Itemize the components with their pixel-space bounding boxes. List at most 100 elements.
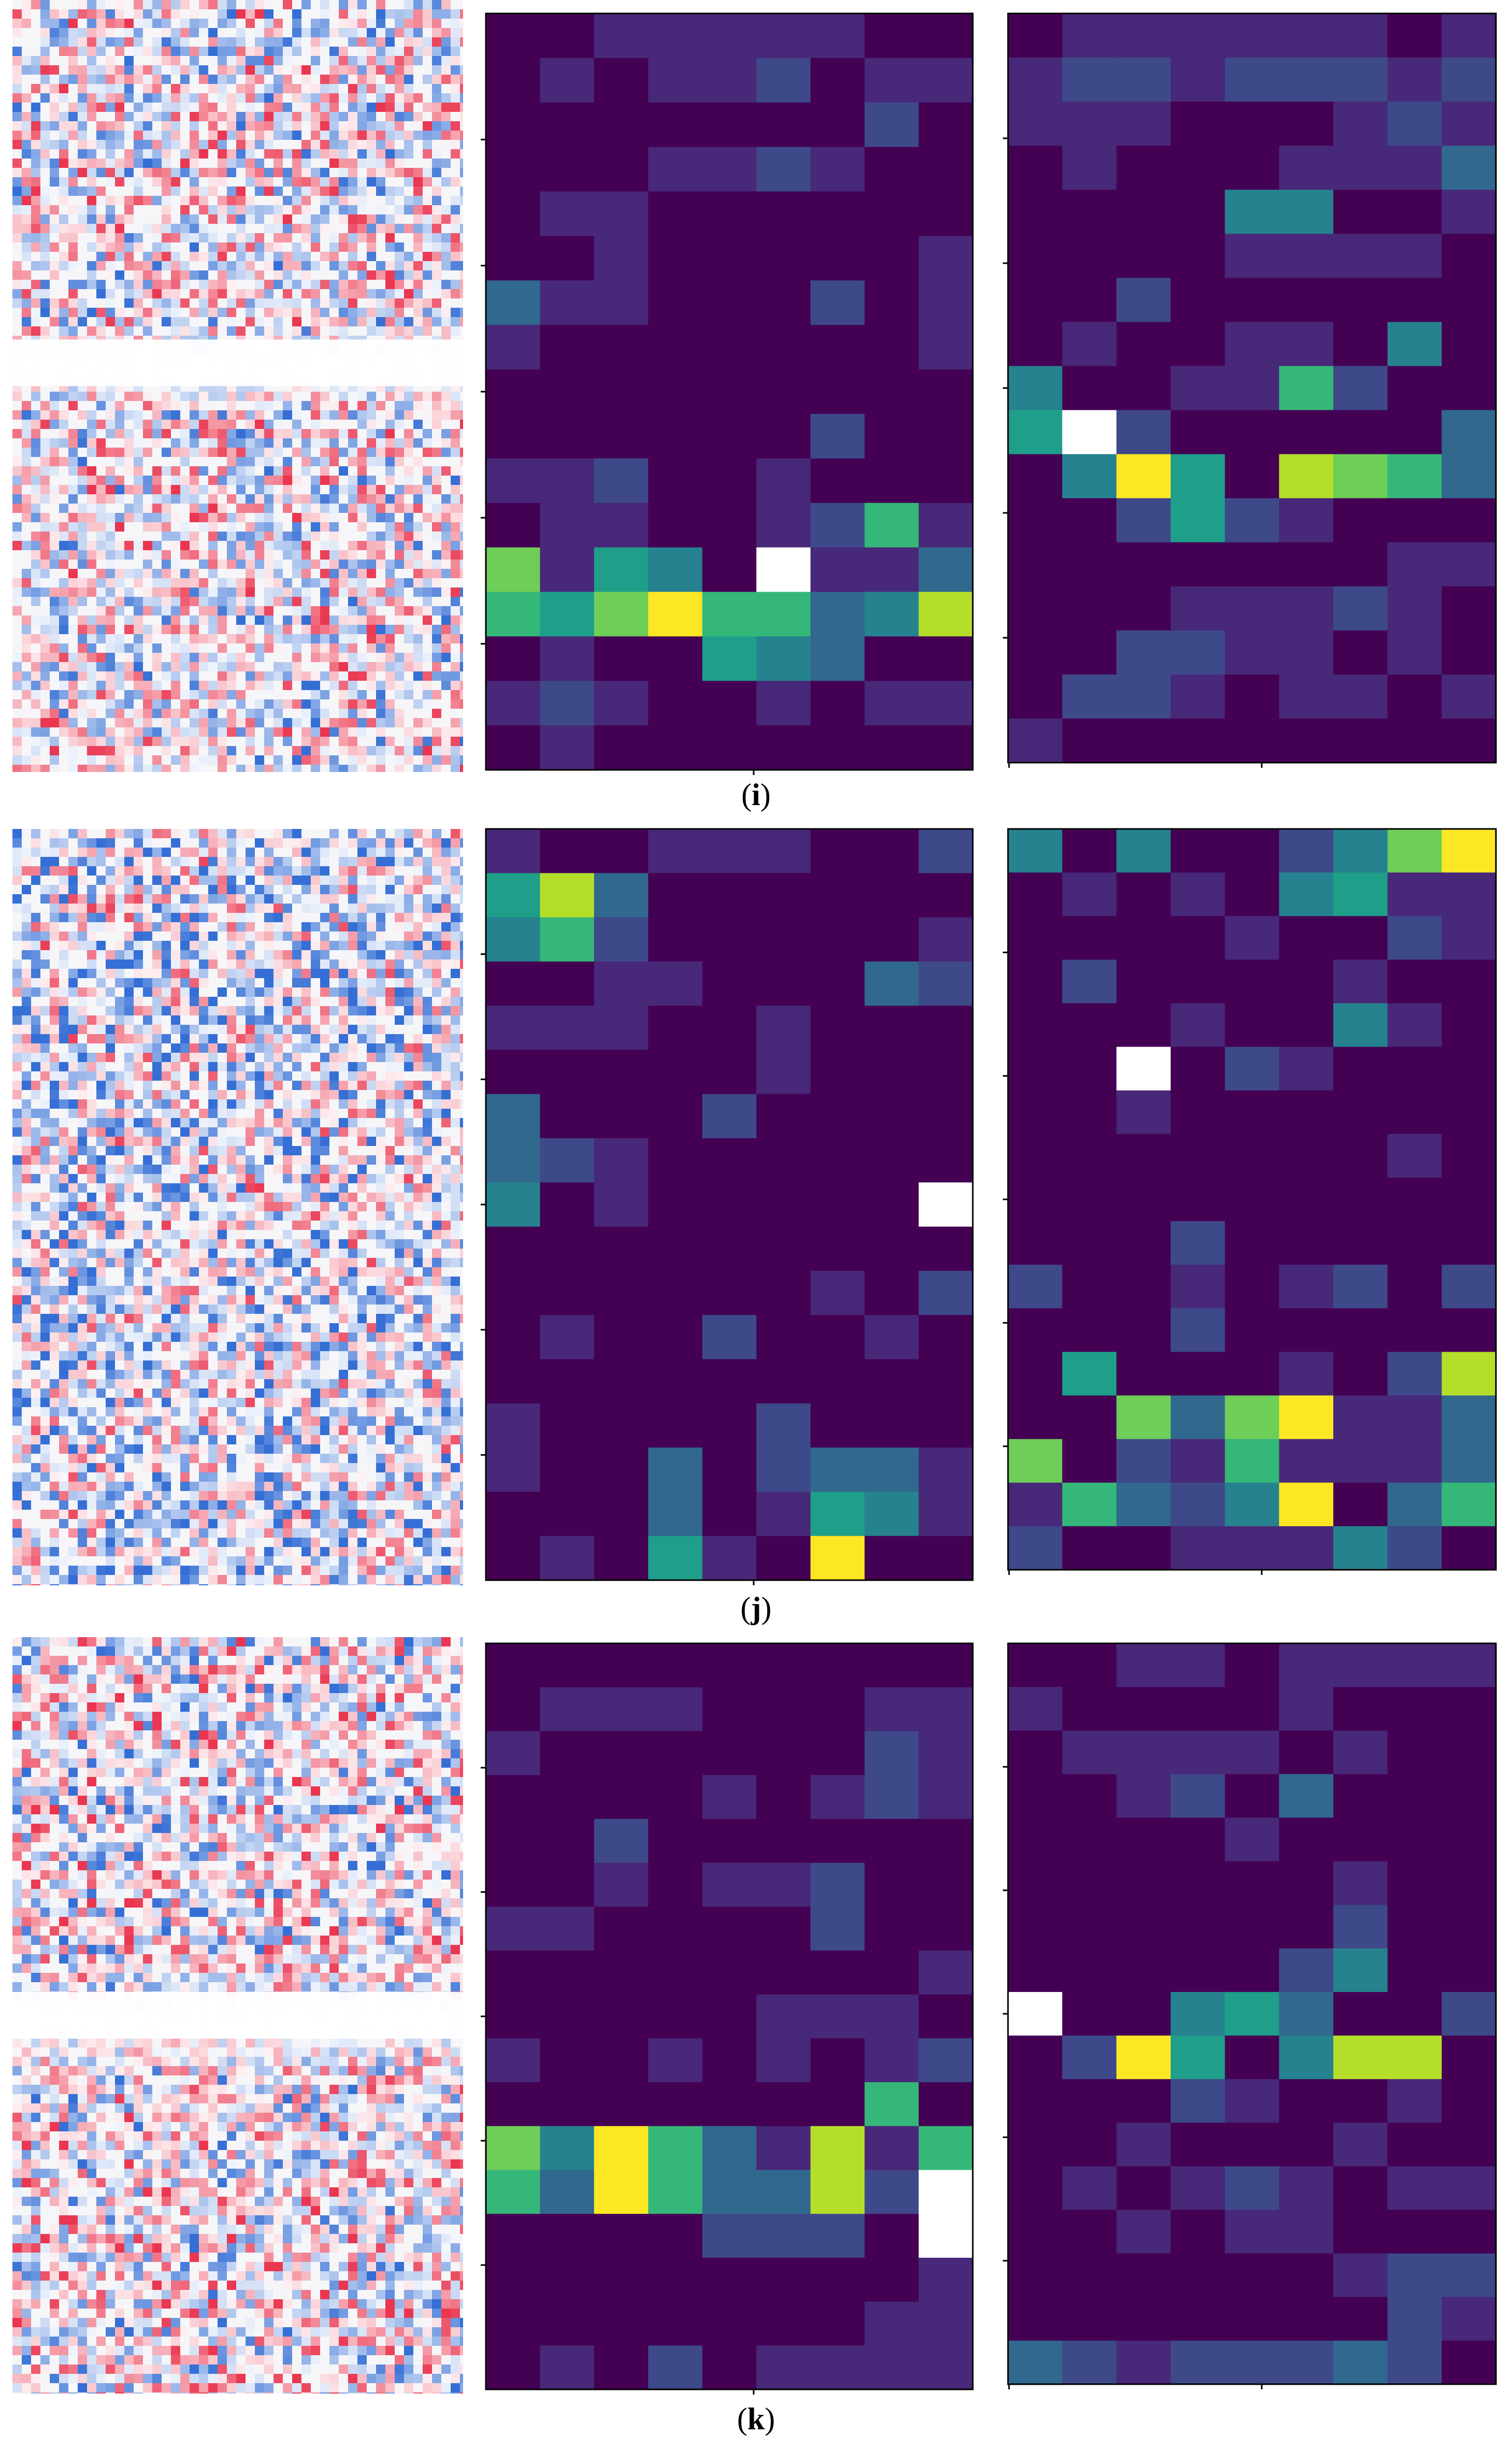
heatmap-cell xyxy=(1171,1439,1226,1483)
heatmap-cell xyxy=(1225,1221,1279,1265)
heatmap-cell xyxy=(1387,1482,1442,1527)
heatmap-cell xyxy=(756,2038,811,2083)
heatmap-cell xyxy=(1442,1904,1496,1949)
heatmap-cell xyxy=(540,873,595,918)
heatmap-cell xyxy=(540,1907,595,1951)
heatmap-cell xyxy=(865,829,919,873)
heatmap-cell xyxy=(1171,2166,1226,2211)
heatmap-cell xyxy=(1279,1090,1334,1135)
heatmap-cell xyxy=(594,102,649,148)
heatmap-cell xyxy=(1062,498,1117,543)
heatmap-cell xyxy=(594,1006,649,1051)
heatmap-cell xyxy=(865,102,919,148)
heatmap-cell xyxy=(648,102,703,148)
heatmap-cell xyxy=(865,1050,919,1095)
heatmap-cell xyxy=(648,1818,703,1864)
heatmap-cell xyxy=(648,547,703,593)
heatmap-cell xyxy=(1171,1047,1226,1091)
heatmap-cell xyxy=(540,1818,595,1864)
heatmap-cell xyxy=(1008,1439,1063,1483)
heatmap-cell xyxy=(702,2301,757,2346)
heatmap-cell xyxy=(1279,102,1334,146)
heatmap-cell xyxy=(702,547,757,593)
heatmap-cell xyxy=(1062,1134,1117,1178)
heatmap-cell xyxy=(1116,13,1171,58)
heatmap-cell xyxy=(756,1138,811,1183)
heatmap-cell xyxy=(1062,674,1117,719)
heatmap-cell xyxy=(1333,498,1388,543)
heatmap-cell xyxy=(1442,1643,1496,1687)
heatmap-cell xyxy=(1116,542,1171,587)
heatmap-cell xyxy=(1387,586,1442,631)
heatmap-cell xyxy=(1387,278,1442,323)
heatmap-cell xyxy=(918,58,973,103)
heatmap-cell xyxy=(1279,718,1334,763)
heatmap-cell xyxy=(918,1862,973,1907)
heatmap-cell xyxy=(1333,829,1388,873)
heatmap-cell xyxy=(702,725,757,770)
heatmap-cell xyxy=(756,1182,811,1227)
heatmap-cell xyxy=(756,13,811,59)
heatmap-cell xyxy=(1008,1817,1063,1862)
heatmap-cell xyxy=(810,1536,865,1581)
heatmap-cell xyxy=(1062,872,1117,916)
heatmap-cell xyxy=(648,1315,703,1360)
heatmap-cell xyxy=(540,1448,595,1493)
heatmap-cell xyxy=(1116,2340,1171,2385)
heatmap-cell xyxy=(810,2082,865,2127)
heatmap-cell xyxy=(1225,1047,1279,1091)
heatmap-cell xyxy=(756,2214,811,2258)
heatmap-cell xyxy=(594,873,649,918)
heatmap-cell xyxy=(865,961,919,1006)
heatmap-cell xyxy=(486,2082,541,2127)
heatmap-cell xyxy=(810,102,865,148)
heatmap-cell xyxy=(1062,2166,1117,2211)
heatmap-cell xyxy=(1225,2079,1279,2123)
heatmap-cell xyxy=(702,1536,757,1581)
heatmap-cell xyxy=(756,2345,811,2390)
heatmap-cell xyxy=(1442,1687,1496,1731)
heatmap-cell xyxy=(1442,674,1496,719)
heatmap-cell xyxy=(648,147,703,192)
heatmap-cell xyxy=(1062,1352,1117,1396)
caption-j-letter: j xyxy=(751,1591,761,1625)
heatmap-cell xyxy=(540,191,595,237)
heatmap-cell xyxy=(1062,586,1117,631)
heatmap-cell xyxy=(486,1226,541,1271)
heatmap-cell xyxy=(1225,959,1279,1004)
heatmap-cell xyxy=(486,2170,541,2214)
heatmap-cell xyxy=(540,2257,595,2302)
heatmap-cell xyxy=(918,2214,973,2258)
heatmap-cell xyxy=(1279,1991,1334,2036)
heatmap-j-middle xyxy=(481,828,974,1585)
heatmap-cell xyxy=(1333,1991,1388,2036)
heatmap-cell xyxy=(810,1270,865,1315)
heatmap-cell xyxy=(1116,2253,1171,2298)
heatmap-cell xyxy=(1171,718,1226,763)
heatmap-cell xyxy=(648,2257,703,2302)
heatmap-cell xyxy=(1387,829,1442,873)
heatmap-cell xyxy=(1225,2036,1279,2080)
heatmap-cell xyxy=(1333,410,1388,455)
heatmap-cell xyxy=(702,58,757,103)
heatmap-cell xyxy=(1442,1003,1496,1048)
heatmap-cell xyxy=(648,1403,703,1448)
heatmap-cell xyxy=(594,1994,649,2039)
heatmap-cell xyxy=(1171,2340,1226,2385)
heatmap-cell xyxy=(1225,1774,1279,1818)
heatmap-cell xyxy=(1116,872,1171,916)
heatmap-cell xyxy=(594,458,649,504)
heatmap-cell xyxy=(1008,190,1063,234)
heatmap-cell xyxy=(648,280,703,325)
heatmap-cell xyxy=(594,2257,649,2302)
heatmap-cell xyxy=(1442,190,1496,234)
heatmap-cell xyxy=(756,2257,811,2302)
heatmap-cell xyxy=(1008,2079,1063,2123)
heatmap-i-middle-svg xyxy=(481,12,974,775)
heatmap-cell xyxy=(1333,1861,1388,1905)
heatmap-cell xyxy=(648,2082,703,2127)
heatmap-cell xyxy=(1008,1047,1063,1091)
heatmap-cell xyxy=(1442,1308,1496,1353)
heatmap-cell xyxy=(1116,1730,1171,1774)
heatmap-cell xyxy=(1442,1948,1496,1993)
